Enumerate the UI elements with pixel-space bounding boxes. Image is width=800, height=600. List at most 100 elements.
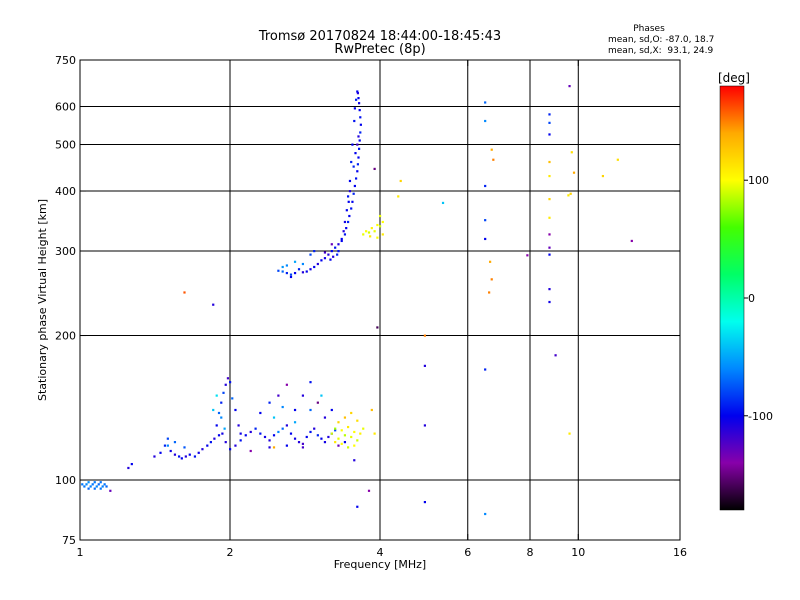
echo-point: [346, 425, 350, 429]
y-tick-label: 300: [55, 245, 76, 258]
echo-point: [87, 481, 90, 484]
y-tick-label: 600: [55, 101, 76, 114]
echo-point: [353, 184, 356, 188]
echo-point: [177, 455, 181, 458]
echo-point: [354, 98, 358, 101]
echo-point: [356, 163, 359, 166]
echo-point: [93, 487, 96, 490]
echo-point: [362, 427, 365, 430]
y-tick-label: 200: [55, 330, 76, 343]
y-tick-label: 400: [55, 185, 76, 198]
echo-point: [343, 220, 347, 224]
echo-point: [369, 235, 372, 238]
echo-point: [234, 408, 237, 412]
echo-point: [345, 227, 348, 230]
echo-point: [489, 260, 492, 263]
echo-point: [293, 437, 297, 440]
echo-point: [548, 288, 551, 291]
echo-point: [567, 194, 570, 197]
echo-point: [376, 326, 379, 329]
echo-point: [327, 253, 330, 256]
echo-point: [330, 243, 333, 246]
echo-point: [365, 230, 368, 233]
colorbar-label: [deg]: [718, 71, 750, 85]
echo-point: [601, 174, 605, 178]
echo-point: [320, 394, 323, 397]
echo-point: [352, 192, 355, 195]
echo-point: [166, 444, 169, 447]
echo-point: [568, 85, 571, 88]
y-tick-label: 500: [55, 139, 76, 152]
echo-point: [87, 487, 90, 490]
echo-point: [358, 139, 361, 142]
echo-point: [206, 444, 209, 447]
echo-point: [350, 435, 353, 439]
echo-point: [340, 442, 343, 445]
echo-point: [353, 107, 356, 110]
echo-point: [93, 481, 96, 484]
axis-ticks: 1 2 4 6 8 10 16 75 100 200 300 400 500 600 750: [55, 54, 687, 559]
echo-point: [81, 483, 84, 486]
x-tick-label: 8: [527, 546, 534, 559]
echo-point: [277, 394, 280, 397]
stats-x-mode: mean, sd,X: 93.1, 24.9: [608, 46, 714, 56]
echo-point: [357, 147, 361, 150]
echo-point: [184, 455, 187, 458]
echo-point: [484, 119, 487, 123]
echo-point: [183, 291, 186, 294]
echo-point: [97, 483, 100, 486]
echo-point: [201, 448, 204, 451]
echo-point: [215, 424, 218, 427]
echo-point: [213, 437, 216, 440]
echo-point: [323, 257, 327, 260]
echo-point: [570, 151, 573, 154]
echo-point: [293, 271, 297, 275]
echo-point: [316, 262, 319, 266]
echo-point: [85, 483, 88, 486]
chart-subtitle: RwPretec (8p): [334, 42, 425, 57]
y-tick-label: 100: [55, 474, 76, 487]
echo-point: [289, 273, 293, 276]
echo-point: [484, 219, 487, 222]
x-tick-label: 10: [571, 546, 585, 559]
echo-point: [297, 268, 301, 271]
echo-point: [356, 505, 359, 508]
echo-point: [309, 408, 312, 412]
echo-point: [359, 116, 362, 119]
echo-point: [224, 383, 227, 386]
echo-point: [231, 397, 234, 400]
echo-point: [376, 223, 379, 227]
echo-point: [354, 152, 357, 155]
echo-point: [548, 174, 551, 178]
echo-point: [362, 233, 365, 236]
echo-point: [357, 156, 360, 159]
echo-point: [616, 158, 619, 161]
echo-point: [268, 439, 271, 442]
echo-point: [313, 265, 316, 269]
echo-point: [272, 416, 276, 419]
echo-point: [153, 455, 156, 458]
colorbar-ticks: 100 0 -100: [744, 174, 773, 423]
echo-point: [342, 230, 345, 233]
colorbar-tick-label: -100: [748, 410, 773, 423]
echo-point: [359, 432, 362, 435]
x-tick-label: 2: [227, 546, 234, 559]
echo-point: [105, 485, 108, 488]
echo-point: [353, 444, 356, 447]
echo-point: [356, 90, 359, 93]
echo-point: [99, 481, 102, 484]
echo-point: [217, 411, 221, 415]
chart-title: Tromsø 20170824 18:44:00-18:45:43: [258, 29, 501, 44]
echo-point: [268, 446, 271, 449]
echo-point: [357, 102, 361, 105]
echo-point: [359, 123, 362, 126]
echo-point: [548, 113, 551, 116]
echo-point: [348, 190, 352, 193]
echo-point: [323, 416, 327, 419]
colorbar-tick-label: 0: [748, 292, 755, 305]
echo-point: [337, 250, 340, 253]
echo-point: [220, 401, 223, 404]
echo-point: [169, 449, 172, 453]
stats-o-mode: mean, sd,O: -87.0, 18.7: [608, 35, 714, 45]
